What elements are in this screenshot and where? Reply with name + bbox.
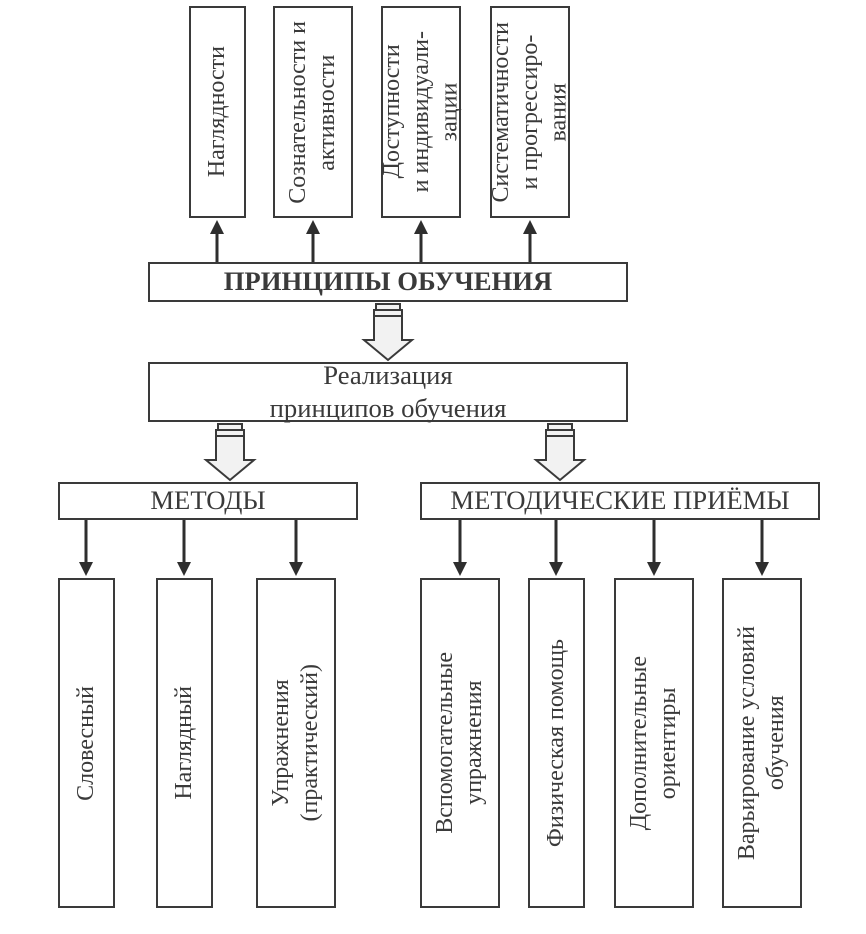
- node-t3: Дополнительные ориентиры: [614, 578, 694, 908]
- label-m3: Упражнения (практический): [267, 664, 325, 821]
- node-m1: Словесный: [58, 578, 115, 908]
- label-t4: Варьирование условий обучения: [733, 626, 791, 860]
- node-m3: Упражнения (практический): [256, 578, 336, 908]
- label-methods: МЕТОДЫ: [150, 484, 265, 517]
- node-t1: Вспомогательные упражнения: [420, 578, 500, 908]
- label-top2: Сознательности и активности: [284, 21, 342, 204]
- node-techniques: МЕТОДИЧЕСКИЕ ПРИЁМЫ: [420, 482, 820, 520]
- node-principles: ПРИНЦИПЫ ОБУЧЕНИЯ: [148, 262, 628, 302]
- label-top4: Систематичности и прогрессиро- вания: [487, 22, 573, 203]
- node-top2: Сознательности и активности: [273, 6, 353, 218]
- node-m2: Наглядный: [156, 578, 213, 908]
- label-m2: Наглядный: [170, 686, 199, 800]
- node-top3: Доступности и индивидуали- зации: [381, 6, 461, 218]
- node-t4: Варьирование условий обучения: [722, 578, 802, 908]
- label-principles: ПРИНЦИПЫ ОБУЧЕНИЯ: [224, 265, 553, 298]
- node-methods: МЕТОДЫ: [58, 482, 358, 520]
- node-realization: Реализация принципов обучения: [148, 362, 628, 422]
- label-top3: Доступности и индивидуали- зации: [378, 31, 464, 192]
- node-t2: Физическая помощь: [528, 578, 585, 908]
- label-m1: Словесный: [72, 686, 101, 801]
- label-top1: Наглядности: [203, 46, 232, 177]
- label-t3: Дополнительные ориентиры: [625, 656, 683, 830]
- label-t2: Физическая помощь: [542, 639, 571, 847]
- label-realization: Реализация принципов обучения: [270, 359, 507, 426]
- node-top1: Наглядности: [189, 6, 246, 218]
- node-top4: Систематичности и прогрессиро- вания: [490, 6, 570, 218]
- label-t1: Вспомогательные упражнения: [431, 652, 489, 834]
- label-techniques: МЕТОДИЧЕСКИЕ ПРИЁМЫ: [450, 484, 789, 517]
